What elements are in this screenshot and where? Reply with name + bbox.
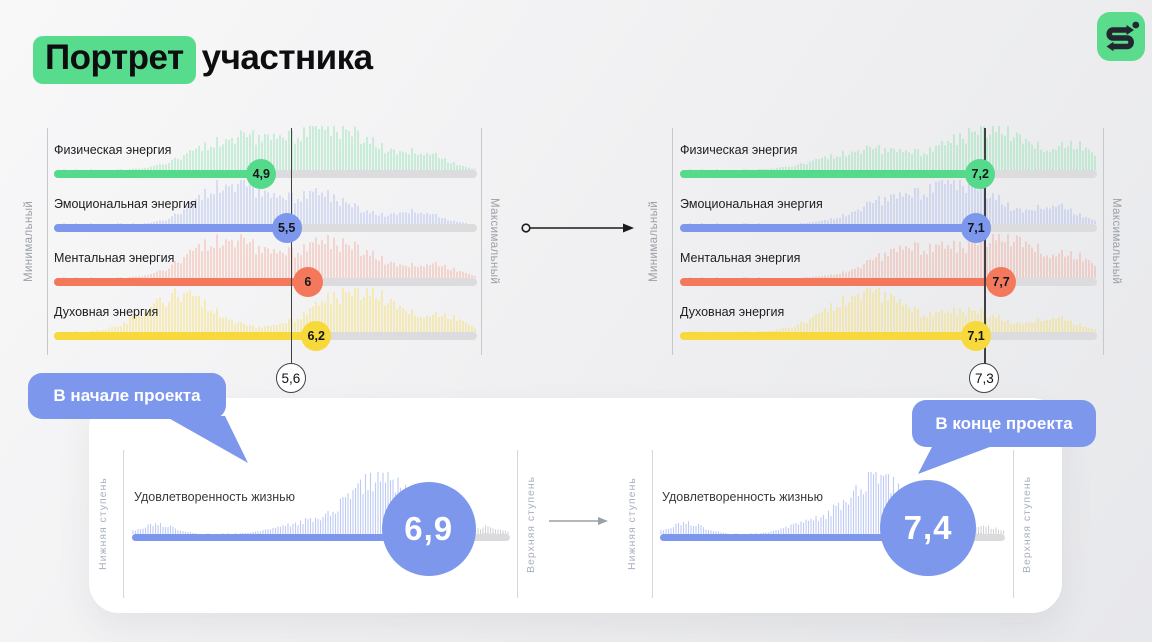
page-title: Портрет участника <box>33 36 373 84</box>
satisfaction-bar <box>660 534 1005 541</box>
metric-row: Эмоциональная энергия 7,1 <box>672 128 1104 355</box>
satisfaction-value-badge: 7,4 <box>880 480 977 576</box>
axis-line-lower <box>123 450 124 598</box>
slider-fill <box>680 224 977 232</box>
metric-row: Духовная энергия 6,2 <box>47 128 482 355</box>
axis-line-upper <box>1013 450 1014 598</box>
axis-line-upper <box>517 450 518 598</box>
slider-track[interactable] <box>680 278 1097 286</box>
mean-value-badge: 7,3 <box>969 363 1000 393</box>
metric-label: Ментальная энергия <box>54 251 175 265</box>
mean-line <box>290 128 293 364</box>
distribution-strip <box>689 234 1096 278</box>
axis-line-min <box>47 128 48 355</box>
callout-start: В начале проекта <box>28 373 226 419</box>
metric-label: Духовная энергия <box>680 305 785 319</box>
slider-track[interactable] <box>680 170 1097 178</box>
slider-knob[interactable]: 7,1 <box>961 321 992 351</box>
progress-arrow-small-icon <box>549 517 608 525</box>
slider-fill <box>680 170 981 178</box>
mean-line <box>984 128 986 364</box>
slider-knob[interactable]: 7,1 <box>961 213 992 243</box>
slider-knob[interactable]: 7,7 <box>986 267 1017 297</box>
axis-label-lower: Нижняя ступень <box>626 477 638 571</box>
satisfaction-chart-end: Нижняя ступень Верхняя ступень Удовлетво… <box>626 450 1033 598</box>
slider-fill <box>680 332 977 340</box>
satisfaction-bar <box>132 534 510 541</box>
slider-fill <box>54 170 262 178</box>
callout-end: В конце проекта <box>912 400 1096 447</box>
slider-track[interactable] <box>54 224 477 232</box>
slider-fill <box>54 224 287 232</box>
axis-label-min: Минимальный <box>23 200 35 283</box>
energy-chart-start: Минимальный Максимальный Физическая энер… <box>23 126 500 393</box>
metric-row: Духовная энергия 7,1 <box>672 128 1104 355</box>
distribution-strip <box>63 288 476 332</box>
axis-label-max: Максимальный <box>488 198 500 285</box>
callout-end-tail <box>918 445 995 474</box>
slider-knob[interactable]: 6 <box>292 267 323 297</box>
distribution-strip <box>660 472 1005 534</box>
satisfaction-value-badge: 6,9 <box>381 482 476 576</box>
satisfaction-bar-fill <box>660 534 941 541</box>
slider-track[interactable] <box>680 332 1097 340</box>
slider-fill <box>54 332 317 340</box>
axis-label-max: Максимальный <box>1110 198 1122 285</box>
slider-fill <box>680 278 1002 286</box>
axis-line-max <box>481 128 482 355</box>
metric-row: Эмоциональная энергия 5,5 <box>47 128 482 355</box>
metric-row: Физическая энергия 7,2 <box>672 126 1104 355</box>
progress-arrow-icon <box>521 223 634 233</box>
distribution-strip <box>689 126 1096 170</box>
satisfaction-label: Удовлетворенность жизнью <box>134 490 296 504</box>
title-rest: участника <box>201 38 374 77</box>
metric-row: Физическая энергия 4,9 <box>47 126 482 355</box>
satisfaction-bar-fill <box>132 534 441 541</box>
slider-knob[interactable]: 5,5 <box>271 213 302 243</box>
metric-label: Физическая энергия <box>680 143 798 157</box>
axis-label-upper: Верхняя ступень <box>525 475 537 573</box>
slider-knob[interactable]: 4,9 <box>246 159 277 189</box>
metric-label: Эмоциональная энергия <box>680 197 823 211</box>
metric-label: Физическая энергия <box>54 143 172 157</box>
satisfaction-chart-start: Нижняя ступень Верхняя ступень Удовлетво… <box>97 450 537 598</box>
slider-knob[interactable]: 7,2 <box>965 159 996 189</box>
slider-track[interactable] <box>54 332 477 340</box>
axis-line-max <box>1103 128 1104 355</box>
distribution-strip <box>689 288 1096 332</box>
slider-track[interactable] <box>680 224 1097 232</box>
axis-line-min <box>672 128 673 355</box>
mean-value-badge: 5,6 <box>275 363 306 393</box>
logo <box>1097 12 1145 61</box>
metric-row: Ментальная энергия 7,7 <box>672 128 1104 355</box>
satisfaction-label: Удовлетворенность жизнью <box>662 490 824 504</box>
slider-track[interactable] <box>54 278 477 286</box>
axis-line-lower <box>652 450 653 598</box>
metric-label: Ментальная энергия <box>680 251 801 265</box>
slider-knob[interactable]: 6,2 <box>301 321 332 351</box>
callout-start-tail <box>165 416 248 463</box>
axis-label-lower: Нижняя ступень <box>97 477 109 571</box>
axis-label-upper: Верхняя ступень <box>1021 475 1033 573</box>
distribution-strip <box>63 180 467 224</box>
metric-label: Духовная энергия <box>54 305 159 319</box>
title-highlight: Портрет <box>33 36 196 84</box>
energy-chart-end: Минимальный Максимальный Физическая энер… <box>648 126 1122 393</box>
slider-fill <box>54 278 308 286</box>
metric-label: Эмоциональная энергия <box>54 197 197 211</box>
s-route-logo-icon <box>1106 21 1140 51</box>
axis-label-min: Минимальный <box>648 200 660 283</box>
